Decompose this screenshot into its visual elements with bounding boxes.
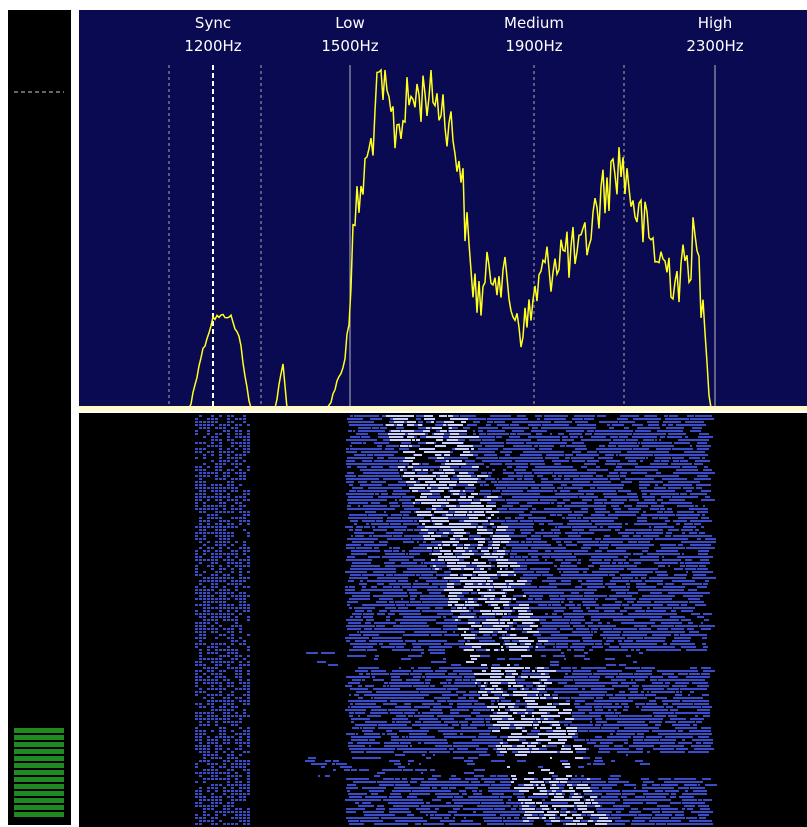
marker-name: High	[698, 14, 732, 32]
level-bar	[14, 784, 64, 789]
spectrum-panel	[79, 10, 807, 410]
marker-frequency: 1500Hz	[321, 37, 378, 55]
level-bars	[14, 728, 64, 817]
level-bar	[14, 742, 64, 747]
level-bar	[14, 798, 64, 803]
level-bar	[14, 756, 64, 761]
level-bar	[14, 777, 64, 782]
waterfall-noise	[195, 415, 717, 825]
waterfall-bright	[386, 415, 612, 825]
level-bar	[14, 791, 64, 796]
marker-name: Sync	[195, 14, 231, 32]
level-bar	[14, 770, 64, 775]
spectrum-baseline	[79, 406, 807, 411]
level-bar	[14, 749, 64, 754]
marker-name: Medium	[504, 14, 564, 32]
level-bar	[14, 805, 64, 810]
level-bar	[14, 763, 64, 768]
level-bar	[14, 728, 64, 733]
spectrum-trace	[79, 68, 805, 409]
level-bar	[14, 735, 64, 740]
guide-lines	[168, 65, 716, 408]
marker-frequency: 1900Hz	[505, 37, 562, 55]
level-meter	[8, 10, 71, 825]
marker-frequency: 1200Hz	[184, 37, 241, 55]
marker-labels: Sync 1200Hz Low 1500Hz Medium 1900Hz High 2300H…	[184, 14, 743, 55]
level-bar	[14, 812, 64, 817]
marker-name: Low	[335, 14, 365, 32]
marker-frequency: 2300Hz	[686, 37, 743, 55]
